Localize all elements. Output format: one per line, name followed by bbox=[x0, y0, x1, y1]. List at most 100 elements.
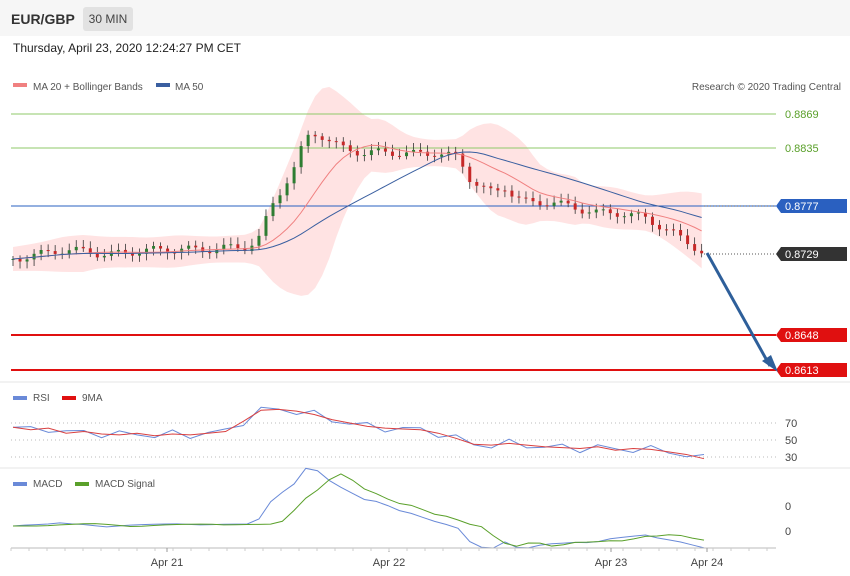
candle-body bbox=[222, 244, 226, 250]
macd-legend-swatch bbox=[13, 482, 27, 486]
symbol-title: EUR/GBP bbox=[11, 11, 75, 27]
level-label: 0.8869 bbox=[785, 109, 819, 121]
candle-body bbox=[32, 253, 36, 260]
x-axis-ticks: Apr 21 Apr 22 Apr 23 Apr 24 bbox=[10, 548, 768, 569]
macd-level-label: 0 bbox=[785, 526, 791, 538]
macd-legend-label: MACD bbox=[33, 479, 62, 490]
candle-body bbox=[686, 235, 690, 245]
candle-body bbox=[397, 155, 401, 157]
candle-body bbox=[376, 148, 380, 151]
candle-body bbox=[489, 186, 493, 189]
candle-body bbox=[194, 245, 198, 248]
level-tag bbox=[776, 363, 847, 377]
candle-body bbox=[615, 213, 619, 217]
candle-body bbox=[74, 246, 78, 251]
candle-body bbox=[580, 209, 584, 214]
forecast-arrowhead bbox=[762, 355, 778, 372]
header-bar: EUR/GBP 30 MIN bbox=[0, 0, 850, 36]
candle-body bbox=[629, 213, 633, 217]
candle-body bbox=[693, 244, 697, 251]
candle-body bbox=[657, 224, 661, 230]
candle-body bbox=[503, 190, 507, 192]
candle-body bbox=[390, 151, 394, 156]
candle-body bbox=[299, 146, 303, 168]
macd-signal-legend-swatch bbox=[75, 482, 89, 486]
x-tick-label: Apr 23 bbox=[595, 557, 627, 569]
x-tick-label: Apr 22 bbox=[373, 557, 405, 569]
candle-body bbox=[53, 251, 57, 254]
candle-body bbox=[137, 253, 141, 256]
candle-body bbox=[433, 155, 437, 157]
candle-body bbox=[11, 259, 15, 260]
candle-body bbox=[327, 139, 331, 142]
candle-body bbox=[405, 152, 409, 157]
level-label: 0.8729 bbox=[785, 249, 819, 261]
candle-body bbox=[665, 229, 669, 231]
bollinger-bands bbox=[13, 86, 702, 296]
candle-body bbox=[81, 246, 85, 249]
candle-body bbox=[461, 153, 465, 167]
candle-body bbox=[601, 209, 605, 211]
rsi-level-label: 70 bbox=[785, 418, 797, 430]
candle-body bbox=[264, 216, 268, 236]
ma20-legend-label: MA 20 + Bollinger Bands bbox=[33, 82, 143, 93]
candle-body bbox=[475, 181, 479, 186]
timeframe-badge[interactable]: 30 MIN bbox=[83, 7, 133, 31]
candle-body bbox=[25, 259, 29, 262]
candle-body bbox=[46, 250, 50, 252]
candle-body bbox=[517, 196, 521, 198]
candle-body bbox=[320, 136, 324, 140]
candle-body bbox=[243, 248, 247, 251]
candle-body bbox=[672, 229, 676, 231]
candle-body bbox=[650, 216, 654, 225]
candle-body bbox=[700, 250, 704, 254]
rsi-level-label: 30 bbox=[785, 452, 797, 464]
rsi-panel: 70 50 30 bbox=[11, 406, 797, 464]
candle-body bbox=[552, 202, 556, 206]
candle-body bbox=[341, 141, 345, 146]
candle-body bbox=[130, 252, 134, 256]
rsi-level-label: 50 bbox=[785, 435, 797, 447]
candle-body bbox=[643, 212, 647, 217]
candle-body bbox=[559, 200, 563, 203]
ma50-legend-swatch bbox=[156, 83, 170, 87]
candle-body bbox=[355, 150, 359, 156]
candle-body bbox=[369, 150, 373, 156]
candle-body bbox=[285, 183, 289, 196]
forecast-arrow bbox=[705, 252, 772, 367]
credit-text: Research © 2020 Trading Central bbox=[692, 82, 841, 93]
candle-body bbox=[236, 244, 240, 249]
ma20-line bbox=[12, 144, 702, 260]
candle-body bbox=[412, 149, 416, 153]
level-label: 0.8613 bbox=[785, 365, 819, 377]
level-label: 0.8777 bbox=[785, 201, 819, 213]
candle-body bbox=[608, 209, 612, 214]
candle-body bbox=[39, 250, 43, 254]
candle-body bbox=[145, 248, 149, 254]
candle-body bbox=[545, 205, 549, 207]
candle-body bbox=[594, 209, 598, 213]
candle-body bbox=[383, 148, 387, 152]
ma20-legend-swatch bbox=[13, 83, 27, 87]
candle-body bbox=[271, 203, 275, 217]
candle-body bbox=[679, 229, 683, 236]
candle-body bbox=[468, 166, 472, 182]
x-tick-label: Apr 24 bbox=[691, 557, 723, 569]
candle-body bbox=[362, 155, 366, 157]
timestamp: Thursday, April 23, 2020 12:24:27 PM CET bbox=[13, 41, 241, 55]
candle-body bbox=[116, 249, 120, 252]
moving-averages bbox=[12, 144, 702, 260]
macd-level-label: 0 bbox=[785, 501, 791, 513]
candle-body bbox=[636, 212, 640, 214]
candle-body bbox=[419, 149, 423, 152]
ma50-legend-label: MA 50 bbox=[175, 82, 204, 93]
candle-body bbox=[278, 195, 282, 204]
candle-body bbox=[334, 141, 338, 143]
candle-body bbox=[566, 200, 570, 204]
rsi-ma-legend-swatch bbox=[62, 396, 76, 400]
candle-body bbox=[229, 244, 233, 246]
candle-body bbox=[538, 201, 542, 206]
candle-body bbox=[257, 235, 261, 246]
candle-body bbox=[67, 250, 71, 254]
